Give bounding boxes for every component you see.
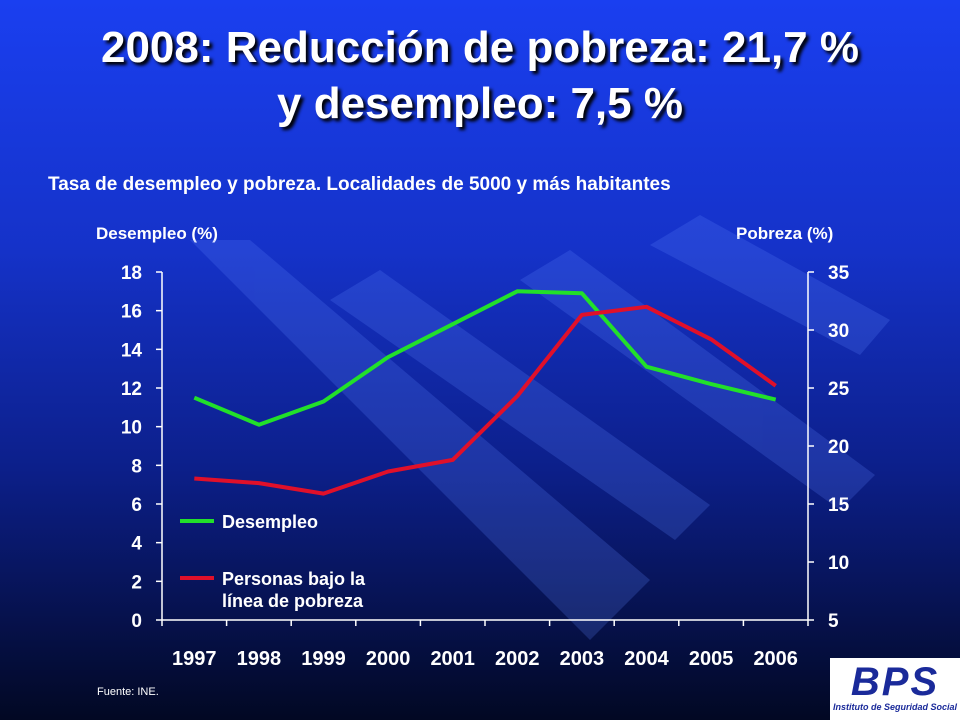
title-line-2: y desempleo: 7,5 %	[277, 79, 683, 128]
legend-pobreza-label-line-1: Personas bajo la	[222, 569, 366, 589]
left-axis-title: Desempleo (%)	[96, 224, 218, 243]
left-tick-label: 10	[121, 418, 142, 439]
logo-letters: BPS	[850, 660, 940, 704]
x-tick-label: 2002	[495, 648, 540, 670]
left-tick-label: 16	[121, 302, 142, 323]
desempleo-line	[193, 289, 777, 427]
x-tick-label: 2001	[430, 648, 475, 670]
right-tick-label: 15	[828, 495, 850, 516]
x-tick-label: 2000	[366, 648, 411, 670]
left-tick-label: 18	[121, 263, 142, 284]
x-tick-label: 2004	[624, 648, 669, 670]
left-tick-label: 4	[131, 534, 142, 555]
left-tick-label: 0	[131, 611, 142, 632]
right-tick-label: 30	[828, 321, 849, 342]
title-line-1: 2008: Reducción de pobreza: 21,7 %	[100, 23, 860, 72]
left-tick-label: 8	[131, 456, 142, 477]
chart-title: Tasa de desempleo y pobreza. Localidades…	[48, 174, 671, 195]
right-tick-label: 25	[828, 379, 850, 400]
slide-title: 2008: Reducción de pobreza: 21,7 % y des…	[0, 20, 960, 132]
left-tick-label: 2	[131, 572, 142, 593]
source-note: Fuente: INE.	[97, 686, 159, 698]
chart-legend: Desempleo Personas bajo la línea de pobrez…	[180, 512, 366, 611]
x-tick-label: 2006	[753, 648, 798, 670]
chart-axes: 0 2 4 6 8 10 12 14 16 18 5 10 15 20 25 30 35 1997 1998 1999…	[121, 263, 850, 670]
right-tick-label: 10	[828, 553, 849, 574]
x-tick-label: 1998	[237, 648, 282, 670]
bps-logo: BPS Instituto de Seguridad Social	[830, 658, 960, 720]
logo-tagline: Instituto de Seguridad Social	[832, 702, 957, 712]
legend-desempleo-label: Desempleo	[222, 512, 318, 532]
x-tick-label: 1997	[172, 648, 217, 670]
chart-series	[193, 289, 777, 496]
left-tick-label: 12	[121, 379, 142, 400]
pobreza-line	[194, 304, 777, 496]
right-tick-label: 20	[828, 437, 849, 458]
right-tick-label: 35	[828, 263, 850, 284]
x-tick-label: 1999	[301, 648, 346, 670]
right-axis-title: Pobreza (%)	[736, 224, 834, 243]
legend-pobreza-label: Personas bajo la línea de pobreza	[222, 569, 366, 611]
x-tick-label: 2003	[560, 648, 605, 670]
legend-pobreza-label-line-2: línea de pobreza	[222, 591, 364, 611]
left-tick-label: 14	[121, 340, 143, 361]
x-tick-label: 2005	[689, 648, 734, 670]
right-tick-label: 5	[828, 611, 839, 632]
left-tick-label: 6	[131, 495, 142, 516]
